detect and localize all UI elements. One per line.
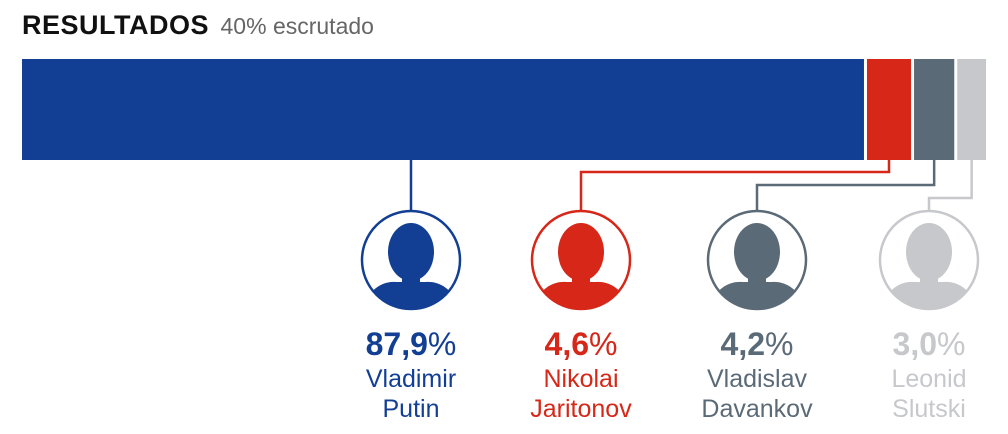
leader-line-slutski xyxy=(927,160,973,210)
percent-label: 87,9% xyxy=(331,326,491,362)
candidate-first-name: Vladimir xyxy=(365,365,457,393)
stacked-bar xyxy=(22,59,986,160)
portrait-head xyxy=(906,223,952,281)
candidate-first-name: Nikolai xyxy=(543,365,619,393)
percent-label: 4,6% xyxy=(501,326,661,362)
portrait-putin xyxy=(360,209,462,311)
leader-lines xyxy=(409,160,973,210)
portrait-head xyxy=(734,223,780,281)
percent-symbol: % xyxy=(427,326,457,362)
portrait-head xyxy=(558,223,604,281)
candidate-label-putin: 87,9% Vladimir Putin xyxy=(331,326,491,424)
portrait-jaritonov xyxy=(530,209,632,311)
percent-value: 4,2 xyxy=(720,326,766,362)
percent-value: 87,9 xyxy=(365,326,428,362)
bar-segment-putin xyxy=(22,59,864,160)
leader-line-davankov xyxy=(755,160,936,210)
candidate-label-slutski: 3,0% Leonid Slutski xyxy=(849,326,1008,424)
candidate-label-jaritonov: 4,6% Nikolai Jaritonov xyxy=(501,326,661,424)
bar-segment-slutski xyxy=(957,59,986,160)
percent-symbol: % xyxy=(937,326,966,362)
candidate-last-name: Davankov xyxy=(701,395,813,423)
chart-subtitle: 40% escrutado xyxy=(220,13,374,39)
percent-value: 4,6 xyxy=(544,326,590,362)
portrait-slutski xyxy=(878,209,980,311)
chart-title: RESULTADOS xyxy=(22,10,209,40)
portrait-head xyxy=(388,223,434,281)
candidate-last-name: Putin xyxy=(382,395,440,423)
candidate-last-name: Slutski xyxy=(892,395,966,423)
candidate-first-name: Vladislav xyxy=(706,365,808,393)
bar-segment-jaritonov xyxy=(866,59,912,160)
percent-symbol: % xyxy=(589,326,618,362)
portrait-ring xyxy=(360,209,462,311)
portrait-davankov xyxy=(706,209,808,311)
percent-symbol: % xyxy=(765,326,794,362)
candidate-last-name: Jaritonov xyxy=(530,395,632,423)
bar-segment-davankov xyxy=(914,59,955,160)
portraits xyxy=(360,209,980,311)
portrait-ring xyxy=(706,209,808,311)
percent-label: 4,2% xyxy=(677,326,837,362)
candidate-first-name: Leonid xyxy=(891,365,967,393)
candidate-label-davankov: 4,2% Vladislav Davankov xyxy=(677,326,837,424)
chart-header: RESULTADOS 40% escrutado xyxy=(22,8,374,43)
portrait-ring xyxy=(878,209,980,311)
leader-line-jaritonov xyxy=(579,160,891,210)
portrait-ring xyxy=(530,209,632,311)
percent-value: 3,0 xyxy=(892,326,938,362)
percent-label: 3,0% xyxy=(849,326,1008,362)
